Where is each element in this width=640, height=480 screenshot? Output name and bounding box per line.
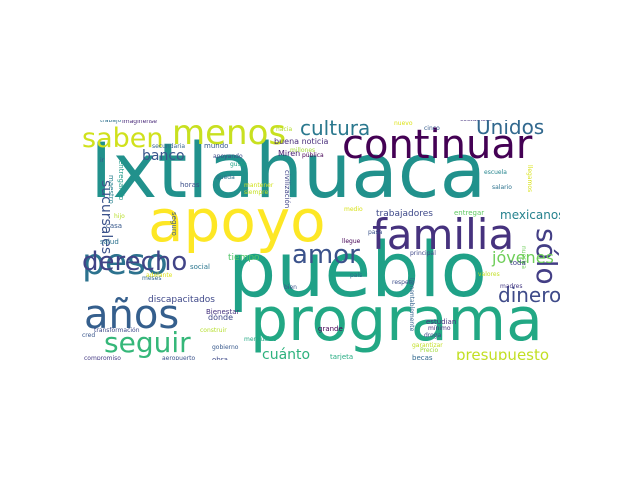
- word-salario: salario: [492, 184, 512, 191]
- word-medio: medio: [344, 206, 363, 213]
- word-construir: construir: [200, 327, 227, 334]
- word-trabajadores: trabajadores: [376, 209, 433, 219]
- word-aeropuerto: aeropuerto: [162, 355, 196, 361]
- word-familia: familia: [372, 210, 515, 259]
- word-transformacion: transformación: [94, 327, 140, 334]
- word-banco: banco: [142, 148, 185, 164]
- word-salud: salud: [100, 238, 119, 246]
- word-bienestar: Bienestar: [206, 308, 240, 316]
- word-queda: queda: [216, 174, 235, 181]
- word-ixtlahuaca: Ixtlahuaca: [90, 126, 487, 215]
- word-imaginense: Imagínense: [122, 120, 157, 125]
- word-miren: Miren: [278, 149, 301, 158]
- word-maestro: maestro: [107, 175, 115, 204]
- word-precio: Precio: [420, 347, 439, 354]
- word-entregar: entregar: [454, 209, 485, 217]
- word-cuanto: cuánto: [262, 347, 311, 360]
- word-bien: bien: [284, 284, 297, 291]
- word-compromiso: compromiso: [84, 355, 121, 361]
- word-costumbre: costumbre: [460, 120, 492, 123]
- word-social: social: [190, 263, 210, 271]
- word-mexicanos: mexicanos: [500, 208, 560, 222]
- word-discapacitados: discapacitados: [148, 295, 215, 305]
- word-principal: principal: [410, 250, 436, 257]
- word-jovenes: jóvenes: [492, 248, 554, 267]
- word-civilizacion: civilización: [283, 170, 291, 209]
- word-ir: ir: [100, 157, 105, 164]
- word-mantener: mantener: [244, 182, 274, 189]
- word-respeto: respeto: [392, 279, 415, 286]
- word-obra: obra: [212, 356, 228, 361]
- word-trabajo: trabajo: [100, 120, 122, 124]
- word-cultura: cultura: [300, 120, 371, 140]
- word-llegue: llegue: [342, 238, 361, 245]
- word-escuela: escuela: [484, 169, 507, 176]
- word-minimo: mínimo: [428, 325, 451, 332]
- word-tarjeta: tarjeta: [330, 353, 354, 361]
- word-continuar: continuar: [342, 122, 533, 168]
- word-lamentablemente: lamentablemente: [408, 278, 415, 332]
- word-madres: madres: [500, 283, 523, 290]
- word-seguir: seguir: [104, 326, 191, 359]
- word-apoyando: apoyando: [213, 153, 243, 160]
- word-casa: casa: [106, 222, 123, 230]
- word-siempre: siempre: [244, 189, 269, 196]
- word-toda: toda: [510, 259, 526, 267]
- word-donde: dónde: [208, 313, 234, 322]
- word-gobierno: gobierno: [212, 344, 239, 351]
- word-droga: droga: [424, 332, 442, 339]
- word-pueblo: pueblo: [228, 225, 488, 314]
- word-amor: amor: [292, 240, 360, 270]
- word-entregando: entregando: [117, 160, 125, 201]
- word-buena-noticia: buena noticia: [274, 137, 329, 146]
- word-mensuales: mensuales: [244, 336, 277, 343]
- word-tiempo: tiempo: [228, 253, 260, 263]
- word-unidos: Unidos: [476, 120, 545, 139]
- word-meses: meses: [142, 275, 162, 282]
- word-anos: años: [84, 292, 180, 338]
- word-grande: grande: [318, 325, 343, 333]
- word-publica: pública: [302, 152, 324, 159]
- word-hijo: hijo: [114, 213, 125, 220]
- word-apoyo: apoyo: [148, 187, 326, 255]
- word-cred: cred: [82, 332, 96, 339]
- word-derecho: derecho: [82, 247, 188, 277]
- word-programa: programa: [250, 285, 543, 355]
- word-menos: menos: [172, 120, 287, 153]
- word-hacia: hacia: [276, 126, 293, 133]
- word-adelante: adelante: [146, 272, 173, 279]
- word-peso: peso: [82, 242, 168, 283]
- word-gusto: gusto: [230, 161, 247, 168]
- word-secundaria: secundaria: [152, 143, 186, 150]
- word-cloud: Ixtlahuaca pueblo programa apoyo continu…: [80, 120, 560, 360]
- word-pasa: pasa: [368, 229, 383, 236]
- word-estudian: estudian: [426, 318, 457, 326]
- word-nuevo: nuevo: [394, 120, 413, 127]
- word-dinero: dinero: [498, 283, 560, 307]
- word-llegamos: llegamos: [526, 165, 533, 193]
- word-garantizar: garantizar: [412, 342, 443, 349]
- word-horas: horas: [180, 181, 200, 189]
- word-saben: saben: [82, 123, 164, 154]
- word-cinco: cinco: [424, 125, 440, 132]
- word-valores: valores: [478, 271, 500, 278]
- word-presupuesto: presupuesto: [456, 346, 550, 361]
- word-pais: país: [350, 272, 363, 279]
- word-becas: becas: [412, 354, 433, 361]
- word-mundo: mundo: [204, 142, 229, 150]
- word-millones: millones: [290, 147, 316, 154]
- word-seguro: seguro: [170, 212, 178, 236]
